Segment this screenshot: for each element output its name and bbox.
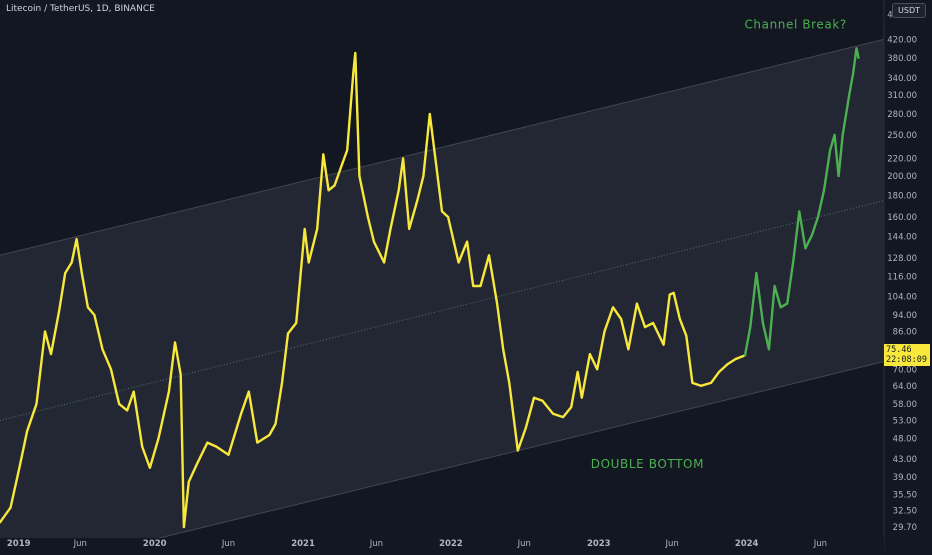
- y-tick-label-25: 35.50: [893, 490, 917, 500]
- y-tick-label-12: 128.00: [887, 254, 917, 264]
- price-axis-panel[interactable]: [884, 0, 932, 550]
- bar-countdown: 22:08:09: [886, 355, 927, 366]
- currency-button[interactable]: USDT: [892, 3, 926, 18]
- y-tick-label-15: 94.00: [893, 311, 917, 321]
- y-tick-label-19: 64.00: [893, 382, 917, 392]
- y-tick-label-13: 116.00: [887, 272, 917, 282]
- y-tick-label-26: 32.50: [893, 507, 917, 517]
- y-tick-label-23: 43.00: [893, 455, 917, 465]
- annotations-layer: Channel Break? DOUBLE BOTTOM: [591, 18, 847, 471]
- y-tick-label-10: 160.00: [887, 213, 917, 223]
- x-tick-label-4: 2021: [291, 539, 315, 549]
- y-tick-label-11: 144.00: [887, 232, 917, 242]
- y-tick-label-16: 86.00: [893, 327, 917, 337]
- x-tick-label-10: 2024: [735, 539, 759, 549]
- annotation-label-1: DOUBLE BOTTOM: [591, 457, 704, 471]
- y-tick-label-14: 104.00: [887, 292, 917, 302]
- y-tick-label-3: 340.00: [887, 74, 917, 84]
- x-tick-label-11: Jun: [813, 539, 827, 549]
- y-tick-label-2: 380.00: [887, 54, 917, 64]
- x-tick-label-9: Jun: [664, 539, 678, 549]
- x-tick-label-5: Jun: [369, 539, 383, 549]
- y-tick-label-20: 58.00: [893, 400, 917, 410]
- price-series-0: [0, 51, 747, 529]
- channel-upper-line: [0, 38, 885, 256]
- y-tick-label-27: 29.70: [893, 523, 917, 533]
- y-tick-label-7: 220.00: [887, 154, 917, 164]
- x-tick-label-6: 2022: [439, 539, 463, 549]
- time-axis[interactable]: 2019 Jun 2020 Jun 2021 Jun 2022 Jun 2023 Jun 2024 J…: [7, 539, 827, 549]
- last-price-tag: 75.46 22:08:09: [884, 344, 930, 367]
- channel-fill: [0, 39, 884, 555]
- symbol-title[interactable]: Litecoin / TetherUS, 1D, BINANCE: [6, 4, 155, 14]
- y-tick-label-22: 48.00: [893, 435, 917, 445]
- y-tick-label-18: 70.00: [893, 365, 917, 375]
- x-tick-label-3: Jun: [221, 539, 235, 549]
- annotation-label-0: Channel Break?: [744, 18, 846, 32]
- y-tick-label-6: 250.00: [887, 131, 917, 141]
- time-axis-panel[interactable]: [0, 538, 884, 550]
- x-tick-label-1: Jun: [73, 539, 87, 549]
- y-tick-label-9: 180.00: [887, 191, 917, 201]
- y-tick-label-5: 280.00: [887, 110, 917, 120]
- y-tick-label-24: 39.00: [893, 473, 917, 483]
- x-tick-label-2: 2020: [143, 539, 167, 549]
- y-tick-label-4: 310.00: [887, 91, 917, 101]
- x-tick-label-0: 2019: [7, 539, 31, 549]
- series-layer: [0, 47, 860, 529]
- y-tick-label-21: 53.00: [893, 416, 917, 426]
- x-tick-label-8: 2023: [587, 539, 611, 549]
- channel-mid-line: [0, 200, 885, 421]
- last-price-value: 75.46: [886, 345, 912, 356]
- price-series-1: [743, 47, 860, 357]
- x-tick-label-7: Jun: [517, 539, 531, 549]
- y-tick-label-8: 200.00: [887, 172, 917, 182]
- y-tick-label-1: 420.00: [887, 35, 917, 45]
